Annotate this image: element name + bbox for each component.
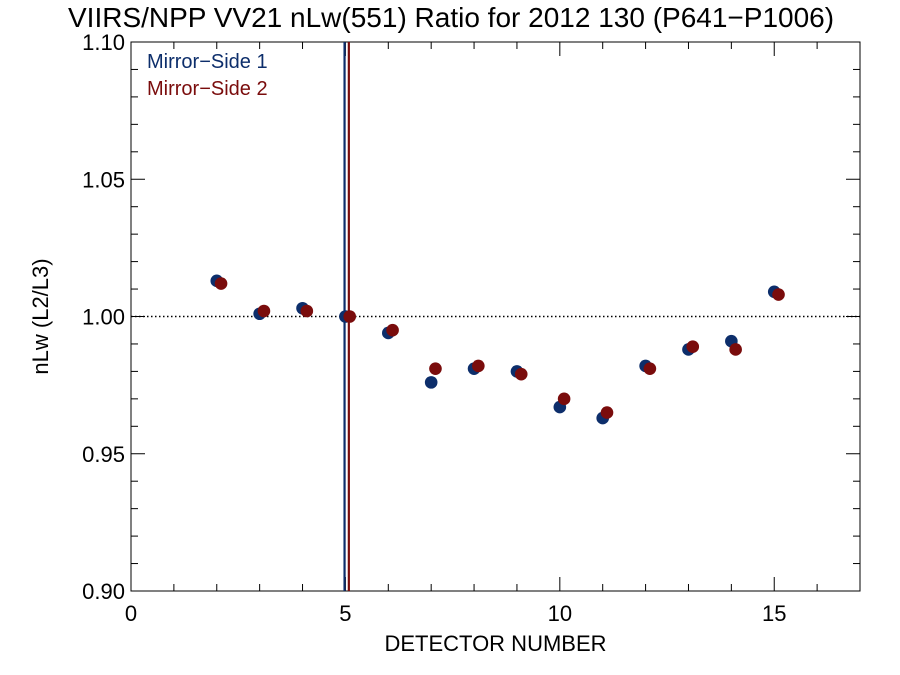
data-point-series-2 bbox=[343, 310, 357, 323]
y-tick-label: 1.05 bbox=[82, 167, 125, 192]
data-point-series-2 bbox=[214, 277, 228, 290]
data-point-series-2 bbox=[643, 362, 657, 375]
y-axis-label: nLw (L2/L3) bbox=[28, 258, 53, 374]
data-point-series-2 bbox=[600, 406, 614, 419]
data-point-series-2 bbox=[386, 323, 399, 337]
x-tick-label: 5 bbox=[339, 601, 351, 626]
data-point-series-2 bbox=[429, 362, 442, 375]
legend-entry: Mirror−Side 2 bbox=[147, 78, 268, 100]
y-tick-label: 1.00 bbox=[82, 305, 125, 330]
legend: Mirror−Side 1 Mirror−Side 2 bbox=[147, 51, 268, 100]
data-point-series-2 bbox=[514, 367, 528, 381]
x-tick-label: 10 bbox=[548, 601, 572, 626]
data-point-series-2 bbox=[557, 392, 571, 406]
data-point-series-2 bbox=[772, 288, 785, 301]
data-point-series-2 bbox=[472, 359, 485, 373]
y-tick-label: 0.95 bbox=[82, 442, 125, 467]
data-point-series-2 bbox=[300, 304, 314, 318]
x-axis-label: DETECTOR NUMBER bbox=[384, 631, 606, 656]
data-point-series-2 bbox=[257, 304, 271, 318]
data-point-series-2 bbox=[686, 340, 700, 353]
x-tick-label: 0 bbox=[125, 601, 137, 626]
y-tick-label: 1.10 bbox=[82, 30, 125, 55]
data-point-series-1 bbox=[424, 376, 438, 389]
plot-area: 0 5 10 15 0.90 0.95 1.00 1.05 1.10 bbox=[82, 30, 861, 626]
legend-entry: Mirror−Side 1 bbox=[147, 51, 268, 73]
y-tick-label: 0.90 bbox=[82, 579, 125, 604]
chart-title: VIIRS/NPP VV21 nLw(551) Ratio for 2012 1… bbox=[68, 2, 834, 33]
data-point-series-2 bbox=[729, 343, 742, 356]
x-tick-label: 15 bbox=[762, 601, 786, 626]
